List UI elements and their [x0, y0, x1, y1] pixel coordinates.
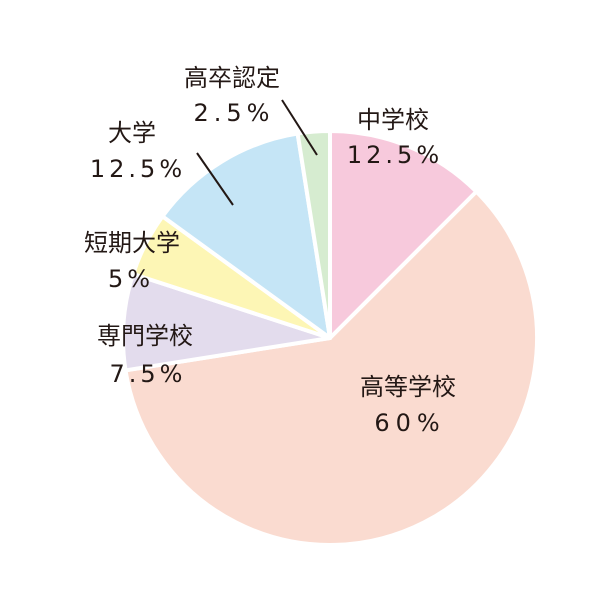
category-label-daigaku: 大学 — [108, 119, 156, 147]
category-label-kousotsunintei: 高卒認定 — [184, 64, 280, 92]
pie-slices — [121, 129, 539, 547]
pie-slice-daigaku — [160, 131, 332, 340]
value-label-chugakko: 12.5% — [347, 141, 443, 169]
category-label-chugakko: 中学校 — [357, 106, 429, 134]
value-label-kousotsunintei: 2.5% — [194, 99, 275, 127]
pie-slice-chugakko — [328, 129, 479, 340]
category-label-tankidaigaku: 短期大学 — [84, 229, 180, 257]
value-label-daigaku: 12.5% — [90, 155, 186, 183]
value-label-koutougakko: 60% — [374, 409, 445, 437]
value-label-tankidaigaku: 5% — [108, 265, 154, 293]
leader-line-kousotsu — [281, 99, 318, 156]
leader-line-daigaku — [196, 152, 234, 206]
category-label-koutougakko: 高等学校 — [360, 373, 456, 401]
category-label-senmongakko: 専門学校 — [97, 322, 193, 350]
leader-lines — [196, 99, 318, 206]
value-label-senmongakko: 7.5% — [110, 360, 187, 388]
pie-slice-koutougakko — [123, 189, 539, 547]
pie-slice-kousotsunintei — [295, 129, 332, 340]
